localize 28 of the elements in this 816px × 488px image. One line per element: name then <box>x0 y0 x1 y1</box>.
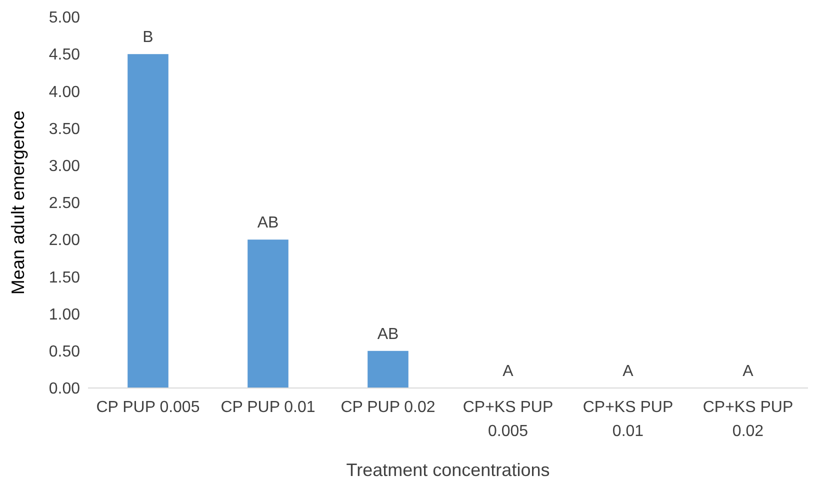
annotation: A <box>622 363 634 380</box>
y-tick-label: 3.50 <box>48 120 80 138</box>
bar <box>128 54 168 388</box>
y-tick-label: 4.50 <box>48 46 80 64</box>
x-tick-label: CP PUP 0.01 <box>220 399 316 416</box>
x-tick-label: CP+KS PUP 0.01 <box>582 399 674 440</box>
bar <box>248 240 288 388</box>
y-tick-label: 4.00 <box>48 84 80 101</box>
annotation: B <box>142 29 154 46</box>
y-tick-label: 3.00 <box>48 158 80 175</box>
y-axis-title: Mean adult emergence <box>8 110 28 295</box>
y-tick-label: 2.50 <box>48 195 80 212</box>
x-tick-label: CP+KS PUP 0.005 <box>462 399 554 440</box>
y-tick-label: 1.50 <box>48 269 80 286</box>
y-tick-label: 1.00 <box>48 306 80 324</box>
annotation: AB <box>257 214 279 232</box>
y-tick-label: 0.50 <box>48 344 80 360</box>
annotation: AB <box>377 326 399 343</box>
x-tick-label: CP PUP 0.005 <box>96 399 200 416</box>
x-tick-label: CP+KS PUP 0.02 <box>702 399 794 440</box>
y-tick-label: 5.00 <box>48 10 80 27</box>
x-axis-title: Treatment concentrations <box>346 460 550 480</box>
y-tick-label: 0.00 <box>48 380 80 398</box>
x-tick-label: CP PUP 0.02 <box>340 399 436 416</box>
annotation: A <box>742 363 754 380</box>
annotation: A <box>502 363 514 380</box>
y-tick-label: 2.00 <box>48 232 80 250</box>
bar <box>368 350 408 388</box>
